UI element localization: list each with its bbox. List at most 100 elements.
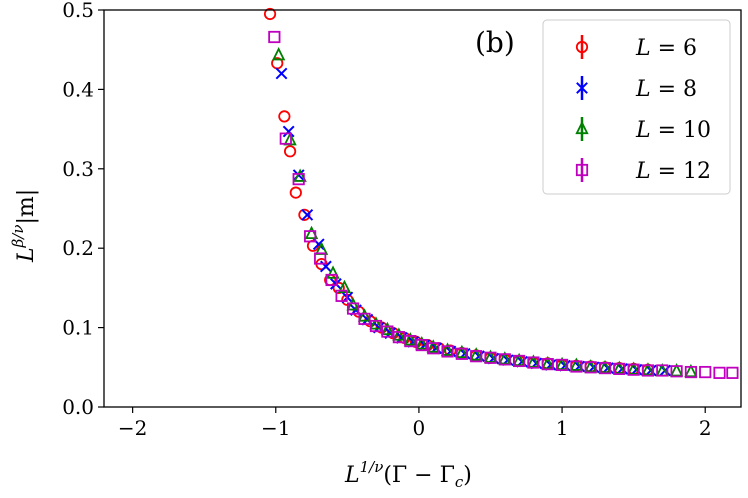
data-point <box>335 289 348 302</box>
data-point <box>441 345 454 358</box>
data-point <box>440 342 455 356</box>
data-point <box>455 347 468 360</box>
legend-label: L = 10 <box>635 118 711 143</box>
data-point <box>555 356 569 371</box>
data-point <box>626 361 641 375</box>
data-point <box>713 366 726 379</box>
panel-label: (b) <box>475 26 515 59</box>
data-point <box>263 7 277 21</box>
data-point <box>627 363 640 376</box>
data-point <box>282 125 295 138</box>
data-point <box>613 362 626 375</box>
legend-box <box>542 19 731 195</box>
data-point <box>584 359 598 373</box>
legend-marker <box>575 163 589 177</box>
data-point <box>684 365 697 379</box>
legend-entry: L = 10 <box>575 117 711 143</box>
data-point <box>369 319 383 333</box>
data-point <box>484 351 497 364</box>
data-point <box>358 312 371 325</box>
data-point <box>415 336 429 350</box>
data-point <box>426 339 440 353</box>
data-point <box>346 297 360 311</box>
data-point <box>292 173 305 186</box>
data-point <box>726 366 739 379</box>
data-point <box>326 265 340 279</box>
data-point <box>403 332 417 346</box>
x-tick-label: 1 <box>556 416 569 440</box>
data-point <box>584 361 597 374</box>
y-axis-title: Lβ/ν|m| <box>9 189 39 263</box>
data-point <box>527 356 540 369</box>
data-point <box>357 308 372 322</box>
data-point <box>541 355 555 370</box>
data-point <box>304 225 319 240</box>
ticks-layer: −2 −1 0 1 2 0.0 0.1 0.2 0.3 0.4 0.5 <box>62 0 711 440</box>
data-point <box>526 354 541 368</box>
y-tick-label: 0.3 <box>62 157 94 181</box>
plot-layer <box>263 7 739 379</box>
y-tick-label: 0.4 <box>62 77 94 101</box>
data-point <box>415 338 428 352</box>
data-point <box>555 358 569 372</box>
data-point <box>298 208 311 221</box>
legend-entry: L = 6 <box>575 35 697 61</box>
data-point <box>541 358 554 371</box>
data-point <box>275 67 288 80</box>
data-point <box>329 278 342 290</box>
data-point <box>498 353 511 366</box>
legend-marker <box>575 40 589 54</box>
data-point <box>279 132 292 145</box>
data-point <box>427 342 440 355</box>
data-point <box>470 350 483 363</box>
data-point <box>314 252 327 265</box>
data-point <box>699 365 712 379</box>
data-point <box>289 186 302 199</box>
data-point <box>512 352 526 367</box>
data-point <box>483 349 498 363</box>
data-point <box>283 145 297 158</box>
x-tick-label: 0 <box>413 416 426 440</box>
legend-marker <box>575 120 589 135</box>
data-point <box>271 47 286 61</box>
data-point <box>337 279 352 294</box>
legend-label: L = 6 <box>635 36 697 61</box>
data-point <box>381 325 394 338</box>
data-point <box>346 302 360 315</box>
data-point <box>669 363 684 377</box>
legend-label: L = 8 <box>635 77 697 102</box>
y-tick-label: 0.5 <box>62 0 94 22</box>
data-point <box>455 344 469 359</box>
legend: L = 6 L = 8 L = 10 L = 12 <box>542 19 731 195</box>
data-point <box>641 362 655 376</box>
data-point <box>278 110 291 123</box>
data-point <box>612 360 626 374</box>
data-point <box>404 334 417 348</box>
data-point <box>268 30 281 44</box>
legend-label: L = 12 <box>635 159 711 184</box>
data-point <box>304 230 317 243</box>
data-point <box>332 281 345 294</box>
data-point <box>570 360 583 373</box>
data-point <box>369 316 383 330</box>
data-point <box>380 321 395 336</box>
legend-entry: L = 12 <box>575 158 711 184</box>
data-point <box>598 359 612 374</box>
x-tick-label: 2 <box>699 416 712 440</box>
y-tick-label: 0.2 <box>62 236 94 260</box>
data-point <box>498 351 512 365</box>
y-tick-label: 0.1 <box>62 316 94 340</box>
legend-entry: L = 8 <box>576 76 697 102</box>
data-point <box>513 354 526 368</box>
data-point <box>656 364 669 377</box>
y-tick-label: 0.0 <box>62 395 94 419</box>
series-3 <box>268 30 739 379</box>
data-point <box>684 363 698 378</box>
data-point <box>392 327 406 341</box>
x-tick-label: −2 <box>118 416 147 440</box>
data-point <box>469 347 483 361</box>
data-point <box>301 208 314 221</box>
x-axis-title: L1/ν(Γ − Γc) <box>344 458 472 491</box>
series-2 <box>271 47 698 378</box>
